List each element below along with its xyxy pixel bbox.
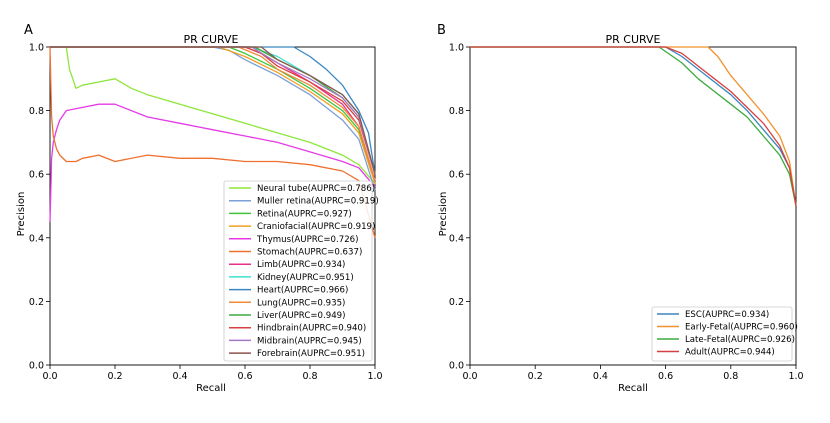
panel-a-legend-label-13: Forebrain(AUPRC=0.951) xyxy=(257,349,365,359)
panel-a-legend-label-9: Lung(AUPRC=0.935) xyxy=(257,298,345,308)
panel-b-xtick-label: 1.0 xyxy=(788,371,803,382)
panel-b-title: PR CURVE xyxy=(605,33,660,46)
panel-a-xtick-label: 0.4 xyxy=(172,371,187,382)
panel-a-series-line-9 xyxy=(50,46,376,181)
panel-a-legend-label-7: Kidney(AUPRC=0.951) xyxy=(257,273,354,283)
panel-a-series-line-1 xyxy=(50,46,376,191)
panel-a-plot-area: 0.0 0.2 0.4 0.6 0.8 1.0 0.0 0.2 0.4 0.6 0.8 1.0 Neur… xyxy=(29,43,383,383)
panel-a-ytick-label: 0.6 xyxy=(29,170,44,181)
panel-b-plot-area: 0.0 0.2 0.4 0.6 0.8 1.0 0.0 0.2 0.4 0.6 0.8 1.0 ESC(… xyxy=(449,43,804,383)
panel-b-series-line-3 xyxy=(470,46,797,207)
panel-a-legend-label-4: Thymus(AUPRC=0.726) xyxy=(256,235,358,245)
panel-a-series-line-4 xyxy=(49,103,376,222)
panel-a-legend-label-6: Limb(AUPRC=0.934) xyxy=(257,260,345,270)
panel-a-xtick-label: 0.0 xyxy=(42,371,57,382)
panel-b-ytick-label: 1.0 xyxy=(449,43,464,54)
panel-a-series-line-3 xyxy=(50,46,376,184)
panel-a-ytick-label: 1.0 xyxy=(29,43,44,54)
panel-a-legend-label-3: Craniofacial(AUPRC=0.919) xyxy=(257,222,375,232)
panel-a-series-line-2 xyxy=(50,46,376,181)
panel-b-xtick-label: 0.6 xyxy=(658,371,673,382)
panel-b-letter: B xyxy=(437,23,446,38)
panel-a-ytick-label: 0.4 xyxy=(29,233,44,244)
panel-a-ylabel: Precision xyxy=(16,192,27,237)
panel-a-series-line-0 xyxy=(50,46,376,185)
panel-b-xtick-label: 0.0 xyxy=(462,371,477,382)
panel-b-legend-label-3: Adult(AUPRC=0.944) xyxy=(685,348,775,358)
panel-a-series-line-8 xyxy=(50,46,376,175)
panel-b-xlabel: Recall xyxy=(618,383,648,394)
panel-a: A PR CURVE 0.0 0.2 0.4 0.6 0.8 1.00.00.20.40.… xyxy=(16,23,383,394)
panel-a-legend-label-12: Midbrain(AUPRC=0.945) xyxy=(257,336,362,346)
panel-b-series-line-2 xyxy=(470,46,797,207)
panel-a-legend-label-5: Stomach(AUPRC=0.637) xyxy=(257,248,362,258)
panel-a-xtick-label: 0.6 xyxy=(237,371,252,382)
panel-b-ytick-label: 0.4 xyxy=(449,233,464,244)
panel-a-xtick-label: 1.0 xyxy=(367,371,382,382)
panel-a-legend-box xyxy=(223,180,373,362)
panel-b-xtick-label: 0.8 xyxy=(723,371,738,382)
panel-a-xlabel: Recall xyxy=(196,383,226,394)
panel-a-letter: A xyxy=(24,23,33,38)
panel-b-legend-label-1: Early-Fetal(AUPRC=0.960) xyxy=(685,323,798,333)
panel-a-series-line-5 xyxy=(49,46,376,238)
panel-a-legend-label-10: Liver(AUPRC=0.949) xyxy=(257,311,345,321)
panel-a-series-line-13 xyxy=(50,46,376,175)
panel-a-xtick-label: 0.2 xyxy=(107,371,122,382)
panel-b-series-line-1 xyxy=(470,46,797,207)
panel-a-legend-label-0: Neural tube(AUPRC=0.786) xyxy=(257,184,375,194)
panel-a-legend-label-2: Retina(AUPRC=0.927) xyxy=(257,209,352,219)
panel-a-series-line-11 xyxy=(50,46,376,175)
panel-b-ylabel: Precision xyxy=(438,192,449,237)
panel-b-xtick-label: 0.4 xyxy=(593,371,608,382)
panel-b-ytick-label: 0.2 xyxy=(449,297,464,308)
panel-a-ytick-label: 0.2 xyxy=(29,297,44,308)
panel-a-title: PR CURVE xyxy=(183,33,238,46)
panel-b-legend-label-2: Late-Fetal(AUPRC=0.926) xyxy=(685,335,795,345)
panel-b-legend-box xyxy=(651,306,793,362)
panel-b-ytick-label: 0.0 xyxy=(449,361,464,372)
panel-a-legend-label-1: Muller retina(AUPRC=0.919) xyxy=(257,197,379,207)
panel-b-ytick-label: 0.8 xyxy=(449,106,464,117)
panel-a-ytick-label: 0.0 xyxy=(29,361,44,372)
panel-b-ytick-label: 0.6 xyxy=(449,170,464,181)
panel-a-xtick-label: 0.8 xyxy=(302,371,317,382)
panel-b: B PR CURVE 0.0 0.2 0.4 0.6 0.8 1.00.00.20.40.… xyxy=(437,23,804,394)
panel-b-legend-label-0: ESC(AUPRC=0.934) xyxy=(685,310,769,320)
panel-b-series-line-0 xyxy=(470,46,797,207)
panel-a-legend-label-11: Hindbrain(AUPRC=0.940) xyxy=(257,324,366,334)
panel-b-xtick-label: 0.2 xyxy=(528,371,543,382)
panel-a-ytick-label: 0.8 xyxy=(29,106,44,117)
panel-a-legend-label-8: Heart(AUPRC=0.966) xyxy=(257,286,348,296)
